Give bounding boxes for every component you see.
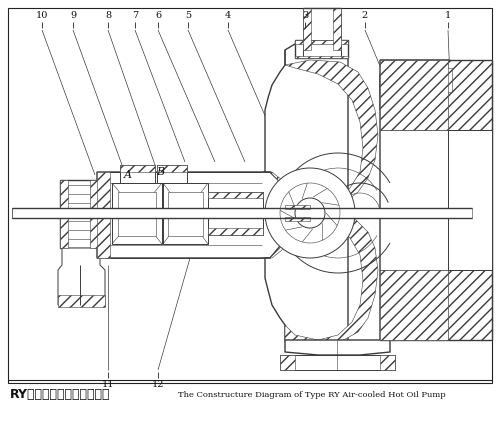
Polygon shape [380, 270, 448, 340]
Polygon shape [333, 8, 341, 50]
Bar [168, 192, 203, 236]
Polygon shape [380, 75, 392, 92]
Text: 8: 8 [105, 11, 111, 20]
Text: 7: 7 [132, 11, 138, 20]
Polygon shape [285, 50, 378, 348]
Text: 10: 10 [36, 11, 48, 20]
Polygon shape [285, 340, 390, 355]
Polygon shape [295, 56, 348, 58]
Bar [157, 165, 187, 183]
Polygon shape [448, 60, 492, 340]
Polygon shape [380, 68, 452, 92]
Polygon shape [280, 355, 295, 370]
Polygon shape [60, 180, 68, 248]
Polygon shape [262, 172, 287, 258]
Polygon shape [285, 217, 310, 221]
Text: 3: 3 [302, 11, 308, 20]
Bar [285, 205, 310, 221]
Bar [118, 192, 156, 236]
Polygon shape [120, 165, 155, 172]
Circle shape [265, 168, 355, 258]
Bar [12, 208, 67, 218]
Polygon shape [380, 60, 448, 130]
Text: 5: 5 [185, 11, 191, 20]
Bar [60, 180, 98, 248]
Circle shape [295, 198, 325, 228]
Polygon shape [380, 355, 395, 370]
Polygon shape [208, 192, 263, 198]
Text: 12: 12 [152, 380, 164, 389]
Bar [163, 183, 208, 244]
Text: B: B [156, 167, 164, 177]
Polygon shape [157, 165, 187, 172]
Bar [448, 130, 492, 270]
Bar [112, 183, 162, 244]
Bar [303, 8, 341, 58]
Polygon shape [97, 172, 283, 258]
Text: RY型风冷式热油泵结构简图: RY型风冷式热油泵结构简图 [10, 389, 110, 402]
Text: 2: 2 [362, 11, 368, 20]
Polygon shape [303, 8, 311, 50]
Polygon shape [208, 228, 263, 235]
Text: 9: 9 [70, 11, 76, 20]
Text: A: A [124, 170, 132, 180]
Polygon shape [265, 40, 348, 352]
Bar [120, 165, 155, 183]
Polygon shape [58, 248, 105, 305]
Bar [12, 208, 472, 218]
Text: 6: 6 [155, 11, 161, 20]
Polygon shape [58, 295, 105, 307]
Polygon shape [430, 68, 452, 92]
Polygon shape [295, 40, 348, 44]
Polygon shape [380, 60, 492, 340]
Polygon shape [90, 180, 98, 248]
Text: The Constructure Diagram of Type RY Air-cooled Hot Oil Pump: The Constructure Diagram of Type RY Air-… [178, 391, 446, 399]
Polygon shape [303, 8, 341, 40]
Text: 4: 4 [225, 11, 231, 20]
Circle shape [280, 183, 340, 243]
Bar [208, 192, 263, 235]
Bar [8, 8, 492, 383]
Polygon shape [380, 88, 448, 115]
Polygon shape [285, 205, 310, 209]
Text: 11: 11 [102, 380, 114, 389]
Polygon shape [280, 355, 395, 370]
Polygon shape [380, 92, 392, 115]
Text: 1: 1 [445, 11, 451, 20]
Polygon shape [97, 172, 110, 258]
Bar [295, 40, 348, 58]
